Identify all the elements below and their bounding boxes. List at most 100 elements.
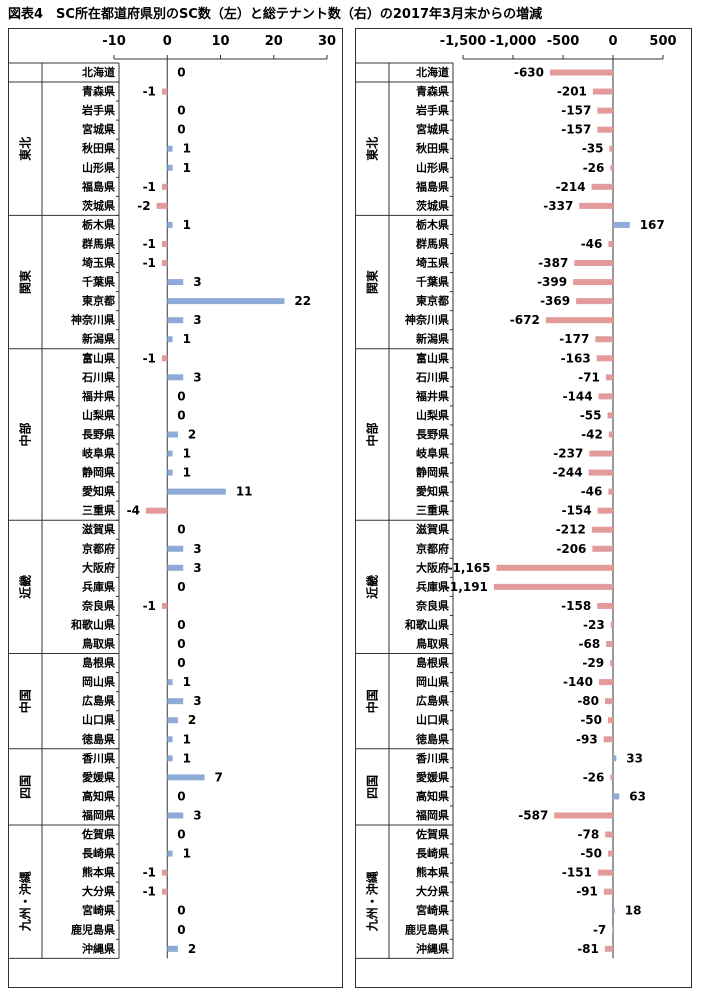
sc-category-label: 島根県 [82, 656, 115, 670]
sc-value-label: 1 [183, 161, 191, 175]
tenant-region-label: 九州・沖縄 [365, 871, 380, 932]
tenant-value-label: -1,191 [445, 580, 488, 594]
sc-value-label: 2 [188, 427, 196, 441]
sc-value-label: -1 [143, 885, 156, 899]
tenant-category-label: 高知県 [416, 789, 449, 803]
sc-value-label: 0 [177, 923, 185, 937]
sc-bar [167, 812, 184, 819]
tenant-x-tick-label: -1,000 [490, 34, 537, 49]
tenant-bar [613, 907, 615, 914]
sc-category-label: 大阪府 [82, 560, 115, 574]
sc-value-label: 3 [193, 808, 201, 822]
tenant-bar [613, 755, 617, 762]
tenant-category-label: 富山県 [416, 351, 449, 365]
tenant-value-label: -50 [580, 713, 602, 727]
sc-value-label: 3 [193, 542, 201, 556]
sc-category-label: 埼玉県 [82, 256, 115, 270]
sc-value-label: -1 [143, 180, 156, 194]
sc-category-label: 宮城県 [82, 122, 115, 136]
tenant-category-label: 山形県 [416, 160, 449, 174]
tenant-value-label: -46 [581, 237, 603, 251]
tenant-bar [607, 412, 613, 419]
sc-x-tick-label: -10 [102, 34, 126, 49]
tenant-category-label: 愛媛県 [416, 770, 449, 784]
tenant-value-label: -91 [576, 885, 598, 899]
sc-category-label: 千葉県 [82, 275, 115, 289]
tenant-value-label: -214 [556, 180, 586, 194]
sc-value-label: 1 [183, 447, 191, 461]
sc-value-label: 1 [183, 332, 191, 346]
tenant-bar [612, 926, 613, 933]
tenant-category-label: 岩手県 [415, 103, 449, 117]
tenant-x-tick-label: -1,500 [440, 34, 487, 49]
sc-category-label: 神奈川県 [71, 313, 115, 327]
tenant-category-label: 滋賀県 [416, 522, 449, 536]
tenant-bar [573, 279, 613, 286]
sc-region-label: 四国 [19, 775, 33, 799]
tenant-bar [588, 469, 613, 476]
sc-value-label: 0 [177, 523, 185, 537]
sc-value-label: 3 [193, 313, 201, 327]
sc-region-label: 中部 [18, 422, 33, 446]
sc-category-label: 福井県 [81, 389, 115, 403]
tenant-bar [605, 374, 613, 381]
sc-bar [161, 240, 168, 247]
sc-x-tick-label: 10 [211, 34, 229, 49]
tenant-bar [603, 888, 613, 895]
tenant-bar [603, 736, 613, 743]
tenant-category-label: 山口県 [416, 713, 449, 727]
sc-value-label: 0 [177, 618, 185, 632]
sc-value-label: 1 [183, 751, 191, 765]
tenant-bar [550, 69, 613, 76]
sc-bar [167, 698, 184, 705]
tenant-value-label: -71 [578, 370, 600, 384]
tenant-category-label: 静岡県 [416, 465, 449, 479]
sc-category-label: 大分県 [82, 884, 115, 898]
tenant-category-label: 広島県 [416, 694, 449, 708]
sc-bar [167, 221, 173, 228]
sc-region-label: 中国 [18, 689, 33, 713]
tenant-value-label: -237 [553, 447, 583, 461]
tenant-value-label: -630 [514, 66, 544, 80]
tenant-bar [608, 240, 613, 247]
tenant-category-label: 宮崎県 [416, 903, 449, 917]
tenant-region-label: 東北 [365, 137, 380, 161]
sc-category-label: 徳島県 [81, 732, 115, 746]
tenant-bar [589, 450, 613, 457]
tenant-bar [608, 850, 613, 857]
sc-value-label: 2 [188, 942, 196, 956]
sc-value-label: -2 [137, 199, 150, 213]
tenant-category-label: 石川県 [415, 371, 449, 384]
sc-value-label: 3 [193, 694, 201, 708]
tenant-category-label: 奈良県 [415, 598, 449, 612]
sc-bar [167, 164, 173, 171]
tenant-category-label: 秋田県 [416, 141, 449, 155]
tenant-category-label: 神奈川県 [405, 313, 449, 327]
sc-value-label: -1 [143, 599, 156, 613]
sc-value-label: 0 [177, 637, 185, 651]
tenant-region-label: 中国 [365, 689, 380, 713]
tenant-category-label: 兵庫県 [416, 579, 449, 593]
sc-value-label: 1 [183, 466, 191, 480]
sc-value-label: 0 [177, 123, 185, 137]
tenant-category-label: 群馬県 [415, 236, 449, 250]
sc-category-label: 兵庫県 [82, 579, 115, 593]
tenant-value-label: -157 [561, 123, 591, 137]
sc-category-label: 東京都 [82, 294, 115, 308]
sc-value-label: 0 [177, 389, 185, 403]
tenant-value-label: -140 [563, 675, 593, 689]
sc-value-label: -1 [143, 85, 156, 99]
tenant-bar [610, 621, 613, 628]
sc-bar [167, 431, 178, 438]
tenant-bar [597, 126, 613, 133]
tenant-category-label: 宮城県 [416, 122, 449, 136]
tenant-value-label: -369 [540, 294, 570, 308]
sc-category-label: 新潟県 [82, 332, 115, 346]
tenant-category-label: 三重県 [416, 503, 449, 517]
tenant-value-label: -212 [556, 523, 586, 537]
tenant-category-label: 鳥取県 [416, 637, 449, 651]
sc-bar [161, 183, 168, 190]
tenant-region-label: 近畿 [365, 575, 380, 599]
tenant-value-label: -80 [577, 694, 599, 708]
sc-bar [161, 88, 168, 95]
